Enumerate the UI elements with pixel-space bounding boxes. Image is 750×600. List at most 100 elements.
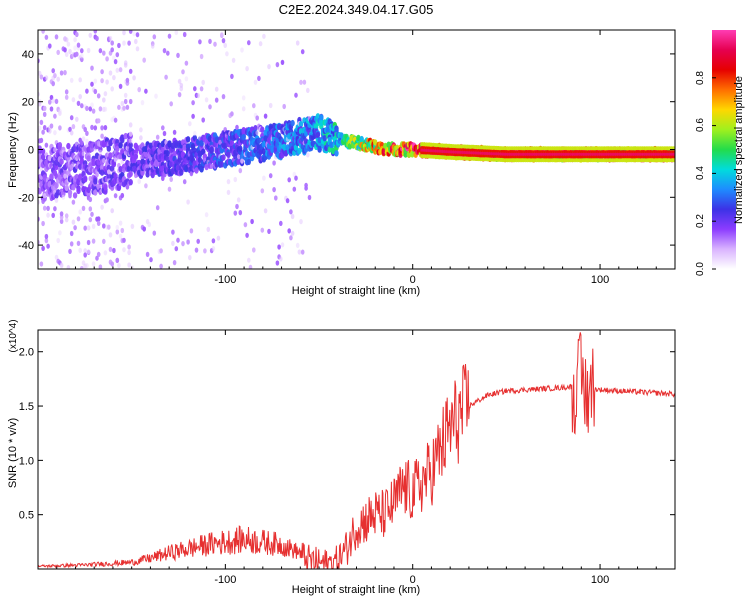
spectrogram-cell <box>88 217 93 223</box>
spectrogram-cell <box>248 264 253 269</box>
spectrogram-cell <box>143 151 149 158</box>
spectrogram-cell <box>73 37 77 43</box>
spectrogram-cell <box>96 118 101 124</box>
colorbar-tick-label: 0.6 <box>695 118 706 132</box>
spectrogram-cell <box>226 151 231 158</box>
y-tick-label: -40 <box>18 240 34 252</box>
spectrogram-cell <box>290 119 295 127</box>
spectrogram-cell <box>88 175 93 182</box>
spectrogram-cell <box>86 47 91 54</box>
spectrogram-cell <box>118 166 123 173</box>
spectrogram-cell <box>327 136 332 144</box>
spectrogram-cell <box>99 164 105 172</box>
spectrogram-cell <box>236 158 241 165</box>
spectrogram-cell <box>63 169 67 176</box>
spectrogram-cell <box>306 152 310 158</box>
spectrogram-cell <box>108 246 113 252</box>
spectrogram-cell <box>191 100 195 106</box>
spectrogram-cell <box>247 257 251 263</box>
spectrogram-cell <box>203 248 207 254</box>
spectrogram-cell <box>53 73 57 79</box>
spectrogram-cell <box>56 237 60 244</box>
spectrogram-cell <box>38 101 42 107</box>
spectrogram-cell <box>289 209 293 215</box>
spectrogram-cell <box>300 49 305 55</box>
spectrogram-cell <box>41 129 45 135</box>
spectrogram-cell <box>51 68 55 74</box>
spectrogram-cell <box>54 197 59 203</box>
spectrogram-cell <box>93 125 98 131</box>
spectrogram-cell <box>100 69 104 75</box>
spectrogram-cell <box>287 177 292 183</box>
spectrogram-cell <box>245 232 249 238</box>
spectrogram-cell <box>102 50 106 56</box>
spectrogram-cell <box>295 40 300 46</box>
spectrogram-cell <box>46 205 50 211</box>
spectrogram-cell <box>54 98 59 104</box>
spectrogram-cell <box>123 62 128 68</box>
spectrogram-cell <box>211 238 216 244</box>
spectrogram-cell <box>218 139 222 145</box>
spectrogram-cell <box>66 142 71 150</box>
spectrogram-cell <box>231 57 236 63</box>
spectrogram-cell <box>260 227 265 233</box>
spectrogram-cell <box>83 176 88 183</box>
spectrogram-cell <box>186 239 190 245</box>
spectrogram-cell <box>152 34 157 40</box>
spectrogram-cell <box>73 45 77 51</box>
spectrogram-cell <box>58 230 62 236</box>
spectrogram-cell <box>177 78 182 84</box>
spectrogram-cell <box>42 125 47 131</box>
spectrogram-cell <box>115 229 120 235</box>
spectrogram-cell <box>46 243 50 249</box>
spectrogram-cell <box>112 75 116 81</box>
spectrogram-cell <box>42 193 47 199</box>
spectrogram-cell <box>139 135 143 141</box>
spectrogram-cell <box>54 182 59 189</box>
x-tick-label: 100 <box>591 574 609 586</box>
spectrogram-cell <box>53 130 57 136</box>
spectrogram-cell <box>188 255 192 261</box>
spectrogram-cell <box>86 225 91 231</box>
spectrogram-cell <box>262 33 266 39</box>
spectrogram-cell <box>44 238 49 244</box>
colorbar-tick-label: 0.4 <box>695 166 706 180</box>
spectrogram-cell <box>53 113 57 119</box>
spectrogram-cell <box>54 34 59 40</box>
spectrogram-cell <box>88 196 93 203</box>
colorbar-label: Normalized spectral amplitude <box>733 76 745 224</box>
spectrogram-cell <box>49 123 54 129</box>
x-tick-label: 0 <box>410 574 416 586</box>
spectrogram-cell <box>59 211 64 217</box>
spectrogram-cell <box>101 140 107 148</box>
spectrogram-cell <box>108 232 113 238</box>
spectrogram-cell <box>90 65 94 71</box>
spectrogram-cell <box>78 173 83 180</box>
spectrogram-cell <box>80 103 84 109</box>
spectrogram-cell <box>93 178 98 185</box>
x-tick-label: -100 <box>214 274 236 286</box>
spectrogram-cell <box>277 244 281 250</box>
spectrogram-cell <box>90 81 94 87</box>
spectrogram-cell <box>113 193 118 199</box>
spectrogram-xlabel: Height of straight line (km) <box>292 285 420 297</box>
spectrogram-cell <box>174 142 179 149</box>
spectrogram-cell <box>96 251 101 257</box>
spectrogram-cell <box>155 205 160 211</box>
spectrogram-cell <box>116 184 122 191</box>
spectrogram-cell <box>147 221 152 228</box>
spectrogram-cell <box>262 175 266 181</box>
y-tick-label: 2.0 <box>19 347 34 359</box>
spectrogram-cell <box>118 67 123 73</box>
spectrogram-cell <box>128 179 133 186</box>
spectrogram-cell <box>107 224 111 230</box>
spectrogram-cell <box>85 138 89 144</box>
spectrogram-cell <box>191 113 195 119</box>
spectrogram-cell <box>241 95 246 101</box>
spectrogram-cell <box>223 142 228 149</box>
spectrogram-cell <box>185 136 191 143</box>
spectrogram-cell <box>128 138 133 144</box>
spectrogram-cell <box>230 73 234 79</box>
spectrogram-cell <box>671 158 675 163</box>
